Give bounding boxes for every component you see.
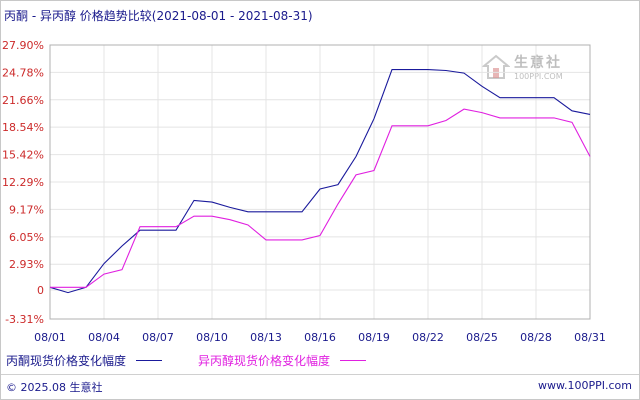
y-tick-label: 24.78% (2, 66, 44, 79)
y-tick-label: 27.90% (2, 39, 44, 52)
y-axis-ticks: 27.90% 24.78% 21.66% 18.54% 15.42% 12.29% 9.17… (2, 39, 44, 326)
footer-divider (1, 374, 639, 375)
x-tick-label: 08/07 (142, 331, 174, 344)
y-tick-label: 0 (37, 284, 44, 297)
legend-item-series-2: 异丙醇现货价格变化幅度 (198, 352, 367, 369)
y-tick-label: 15.42% (2, 149, 44, 162)
legend-item-series-1: 丙酮现货价格变化幅度 (6, 352, 163, 369)
chart-title: 丙酮 - 异丙醇 价格趋势比较(2021-08-01 - 2021-08-31) (4, 9, 313, 23)
x-tick-label: 08/28 (520, 331, 552, 344)
x-tick-label: 08/10 (196, 331, 228, 344)
x-tick-label: 08/25 (466, 331, 498, 344)
plot-area (49, 44, 591, 320)
watermark-name: 生意社 (514, 55, 562, 71)
y-tick-label: -3.31% (5, 313, 44, 326)
watermark-url: 100PPI.COM (514, 72, 563, 81)
y-tick-label: 2.93% (9, 258, 44, 271)
y-tick-label: 12.29% (2, 176, 44, 189)
footer-website[interactable]: www.100PPI.com (538, 379, 632, 392)
y-tick-label: 9.17% (9, 203, 44, 216)
legend-label-series-1: 丙酮现货价格变化幅度 (6, 354, 127, 368)
y-tick-label: 18.54% (2, 121, 44, 134)
legend-swatch-series-1 (136, 360, 163, 361)
series-line-1 (49, 69, 591, 294)
legend-swatch-series-2 (340, 360, 367, 361)
x-axis-ticks: 08/01 08/04 08/07 08/10 08/13 08/16 08/19 08/22… (34, 331, 606, 344)
y-tick-label: 21.66% (2, 94, 44, 107)
footer-copyright: © 2025.08 生意社 (6, 381, 103, 394)
x-tick-label: 08/04 (88, 331, 120, 344)
x-tick-label: 08/31 (574, 331, 606, 344)
x-tick-label: 08/19 (358, 331, 390, 344)
series-lines (49, 69, 591, 294)
x-tick-label: 08/01 (34, 331, 66, 344)
grid-lines (49, 44, 591, 320)
y-tick-label: 6.05% (9, 231, 44, 244)
x-tick-label: 08/16 (304, 331, 336, 344)
series-line-2 (50, 108, 591, 288)
x-tick-label: 08/13 (250, 331, 282, 344)
x-tick-label: 08/22 (412, 331, 444, 344)
legend-label-series-2: 异丙醇现货价格变化幅度 (198, 354, 331, 368)
